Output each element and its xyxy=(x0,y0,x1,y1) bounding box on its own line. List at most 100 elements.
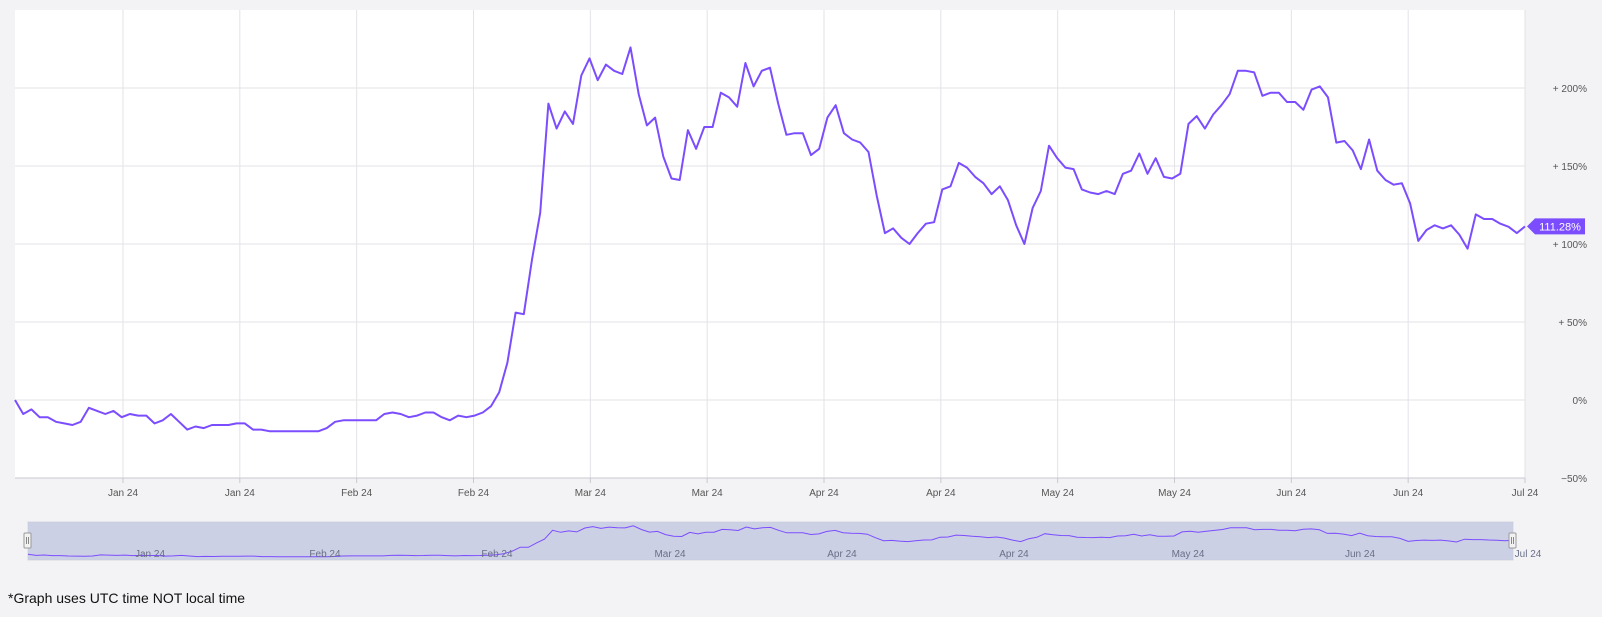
data-point xyxy=(219,424,221,426)
navigator[interactable]: Jan 24 Feb 24 Feb 24 Mar 24 Apr 24 Apr 24 May … xyxy=(23,521,1542,561)
data-point xyxy=(1261,95,1263,97)
data-point xyxy=(859,142,861,144)
data-point xyxy=(482,412,484,414)
data-point xyxy=(367,419,369,421)
data-point xyxy=(1376,170,1378,172)
data-point xyxy=(80,421,82,423)
data-point xyxy=(1220,104,1222,106)
data-point xyxy=(1212,114,1214,116)
data-point xyxy=(1015,224,1017,226)
navigator-handle-right[interactable] xyxy=(1508,532,1517,549)
data-point xyxy=(646,124,648,126)
data-point xyxy=(1294,101,1296,103)
data-point xyxy=(1335,142,1337,144)
data-point xyxy=(950,185,952,187)
data-point xyxy=(1188,123,1190,125)
data-point xyxy=(539,212,541,214)
data-point xyxy=(515,312,517,314)
data-point xyxy=(293,430,295,432)
data-point xyxy=(1368,139,1370,141)
data-point xyxy=(679,179,681,181)
data-point xyxy=(835,104,837,106)
data-point xyxy=(449,419,451,421)
data-point xyxy=(1508,226,1510,228)
data-point xyxy=(1499,223,1501,225)
data-point xyxy=(958,162,960,164)
data-point xyxy=(868,151,870,153)
data-point xyxy=(794,132,796,134)
data-point xyxy=(556,128,558,130)
data-point xyxy=(818,148,820,150)
navigator-x-label: Apr 24 xyxy=(827,549,857,560)
x-tick-label: Jun 24 xyxy=(1276,488,1306,499)
x-tick-label: Jun 24 xyxy=(1393,488,1423,499)
data-point xyxy=(1352,149,1354,151)
data-point xyxy=(154,422,156,424)
data-point xyxy=(1270,92,1272,94)
navigator-x-label: Jan 24 xyxy=(135,549,165,560)
data-point xyxy=(654,117,656,119)
data-point xyxy=(1171,178,1173,180)
data-point xyxy=(630,46,632,48)
data-point xyxy=(178,421,180,423)
data-point xyxy=(55,421,57,423)
x-tick-label: Apr 24 xyxy=(926,488,956,499)
data-point xyxy=(47,416,49,418)
data-point xyxy=(1516,232,1518,234)
data-point xyxy=(802,132,804,134)
data-point xyxy=(392,412,394,414)
data-point xyxy=(1204,128,1206,130)
data-point xyxy=(1467,248,1469,250)
grid xyxy=(15,10,1526,479)
data-point xyxy=(597,79,599,81)
data-point xyxy=(547,103,549,105)
data-point xyxy=(999,185,1001,187)
data-point xyxy=(564,110,566,112)
data-point xyxy=(1114,193,1116,195)
data-point xyxy=(145,415,147,417)
data-point xyxy=(342,419,344,421)
data-point xyxy=(203,427,205,429)
data-point xyxy=(433,412,435,414)
data-point xyxy=(769,67,771,69)
data-point xyxy=(974,176,976,178)
navigator-selection[interactable] xyxy=(28,522,1513,560)
data-point xyxy=(523,313,525,315)
data-point xyxy=(408,416,410,418)
navigator-x-label: Feb 24 xyxy=(481,549,513,560)
data-point xyxy=(457,415,459,417)
data-point xyxy=(843,132,845,134)
data-point xyxy=(736,106,738,108)
price-change-line xyxy=(14,46,1526,433)
data-point xyxy=(703,126,705,128)
data-point xyxy=(892,227,894,229)
data-point xyxy=(236,422,238,424)
data-point xyxy=(900,237,902,239)
data-point xyxy=(1048,145,1050,147)
data-point xyxy=(621,73,623,75)
data-point xyxy=(1245,70,1247,72)
data-point xyxy=(933,221,935,223)
data-point xyxy=(162,419,164,421)
data-point xyxy=(441,416,443,418)
data-point xyxy=(285,430,287,432)
data-point xyxy=(334,421,336,423)
data-point xyxy=(170,413,172,415)
data-point xyxy=(63,422,65,424)
data-point xyxy=(1426,229,1428,231)
data-point xyxy=(1319,85,1321,87)
navigator-handle-left[interactable] xyxy=(23,532,32,549)
data-point xyxy=(39,416,41,418)
y-tick-label: + 100% xyxy=(1553,240,1587,251)
data-point xyxy=(1122,173,1124,175)
data-point xyxy=(1302,109,1304,111)
data-point xyxy=(1032,207,1034,209)
data-point xyxy=(580,75,582,77)
data-point xyxy=(1278,92,1280,94)
data-point xyxy=(260,429,262,431)
data-point xyxy=(982,182,984,184)
utc-footnote: *Graph uses UTC time NOT local time xyxy=(8,590,246,606)
data-point xyxy=(826,117,828,119)
data-point xyxy=(1442,227,1444,229)
data-point xyxy=(244,422,246,424)
